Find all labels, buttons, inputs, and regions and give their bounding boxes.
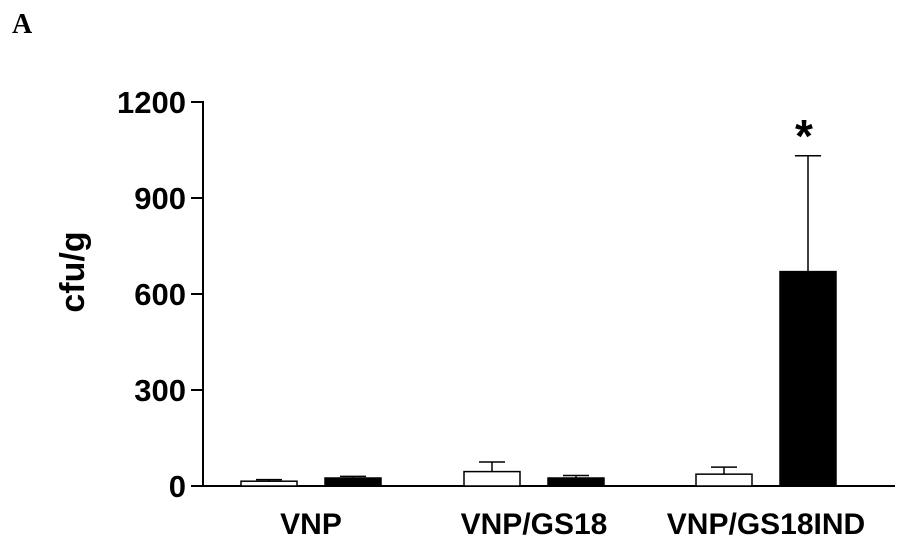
category-label: VNP/GS18IND xyxy=(667,508,865,541)
y-axis-title: cfu/g xyxy=(54,231,92,312)
bars xyxy=(240,155,837,487)
y-tick-label: 600 xyxy=(134,277,186,312)
bar xyxy=(547,477,605,487)
panel-label: A xyxy=(12,9,33,40)
bar xyxy=(695,473,753,487)
category-label: VNP xyxy=(280,508,342,541)
y-tick-label: 300 xyxy=(134,373,186,408)
y-tick-label: 900 xyxy=(134,181,186,216)
bar xyxy=(240,480,298,487)
bar xyxy=(779,270,837,487)
significance-marker: * xyxy=(795,110,813,162)
bar xyxy=(463,470,521,487)
y-tick-label: 1200 xyxy=(117,85,186,120)
y-tick-label: 0 xyxy=(169,469,186,504)
bar xyxy=(324,477,382,487)
tick-labels: 0 300 600 900 1200 VNP VNP/GS18 VNP/GS18IND * xyxy=(117,85,865,541)
category-label: VNP/GS18 xyxy=(461,508,608,541)
